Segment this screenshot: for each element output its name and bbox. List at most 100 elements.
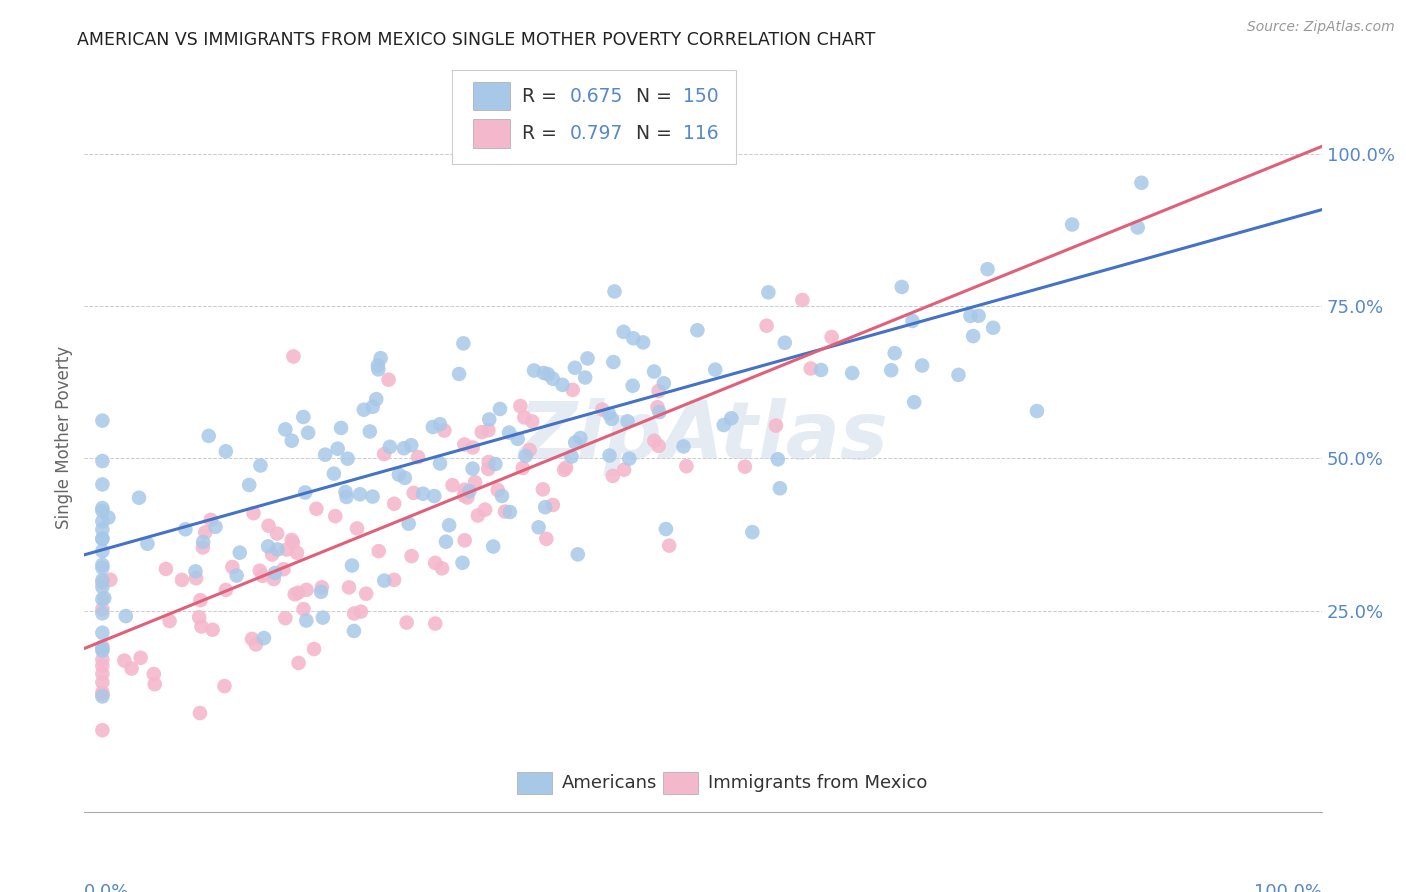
Point: [398, 516, 420, 531]
Point: [350, 605, 373, 619]
Point: [343, 624, 366, 638]
Point: [647, 400, 669, 414]
Point: [292, 602, 315, 616]
Text: ZipAtlas: ZipAtlas: [517, 398, 889, 476]
Point: [621, 378, 644, 392]
Point: [91, 602, 114, 616]
Point: [1130, 176, 1153, 190]
Point: [392, 442, 415, 456]
Point: [399, 438, 422, 452]
Point: [91, 573, 114, 587]
Point: [91, 653, 114, 667]
Text: 0.0%: 0.0%: [84, 883, 129, 892]
Point: [394, 471, 416, 485]
Point: [1126, 220, 1149, 235]
Point: [97, 510, 120, 524]
Text: R =: R =: [523, 124, 564, 143]
Point: [312, 610, 335, 624]
Point: [453, 489, 475, 503]
Point: [464, 475, 486, 490]
Point: [91, 532, 114, 546]
Point: [602, 355, 624, 369]
Point: [346, 521, 368, 535]
Point: [184, 565, 207, 579]
Point: [373, 574, 395, 588]
Point: [188, 706, 211, 720]
Point: [128, 491, 150, 505]
Point: [91, 666, 114, 681]
Point: [560, 450, 582, 464]
Text: Immigrants from Mexico: Immigrants from Mexico: [709, 774, 928, 792]
Text: Source: ZipAtlas.com: Source: ZipAtlas.com: [1247, 20, 1395, 34]
Point: [323, 509, 346, 524]
Text: 0.797: 0.797: [569, 124, 623, 143]
Point: [159, 614, 181, 628]
Point: [91, 592, 114, 607]
Point: [91, 607, 114, 621]
Point: [266, 542, 288, 557]
Point: [574, 370, 596, 384]
Point: [136, 537, 159, 551]
Point: [769, 481, 792, 495]
Point: [598, 407, 620, 421]
Point: [519, 443, 541, 458]
Point: [382, 497, 405, 511]
Point: [773, 335, 796, 350]
Point: [675, 459, 697, 474]
Point: [170, 573, 193, 587]
Point: [648, 405, 671, 419]
Point: [598, 449, 620, 463]
Point: [755, 318, 778, 333]
Point: [406, 450, 429, 464]
Point: [911, 359, 934, 373]
Point: [494, 504, 516, 518]
Point: [686, 323, 709, 337]
Point: [948, 368, 970, 382]
Point: [280, 434, 302, 448]
Point: [311, 580, 333, 594]
Point: [93, 591, 115, 605]
Point: [527, 520, 550, 534]
FancyBboxPatch shape: [517, 772, 553, 795]
Point: [276, 542, 298, 557]
Point: [655, 522, 678, 536]
Point: [981, 320, 1004, 334]
Point: [245, 637, 267, 651]
Point: [309, 584, 332, 599]
Point: [433, 424, 456, 438]
Point: [425, 616, 447, 631]
Point: [402, 486, 425, 500]
Point: [482, 540, 505, 554]
Point: [91, 514, 114, 528]
Text: R =: R =: [523, 87, 564, 105]
Point: [477, 462, 499, 476]
Point: [215, 444, 238, 458]
Point: [512, 461, 534, 475]
Point: [91, 625, 114, 640]
Point: [314, 448, 336, 462]
Point: [155, 562, 177, 576]
Point: [287, 586, 309, 600]
Y-axis label: Single Mother Poverty: Single Mother Poverty: [55, 345, 73, 529]
Point: [285, 546, 308, 560]
Point: [643, 365, 665, 379]
Point: [297, 425, 319, 440]
Point: [621, 331, 644, 345]
Point: [602, 469, 624, 483]
Point: [91, 640, 114, 654]
Point: [474, 502, 496, 516]
Point: [253, 631, 276, 645]
Point: [201, 623, 224, 637]
Point: [800, 361, 823, 376]
FancyBboxPatch shape: [472, 82, 510, 111]
Point: [382, 573, 405, 587]
Point: [91, 690, 114, 704]
Point: [962, 329, 984, 343]
Point: [340, 558, 363, 573]
Point: [91, 532, 114, 546]
Point: [880, 363, 903, 377]
Point: [531, 483, 554, 497]
Point: [249, 458, 271, 473]
Point: [305, 501, 328, 516]
Point: [335, 485, 357, 500]
